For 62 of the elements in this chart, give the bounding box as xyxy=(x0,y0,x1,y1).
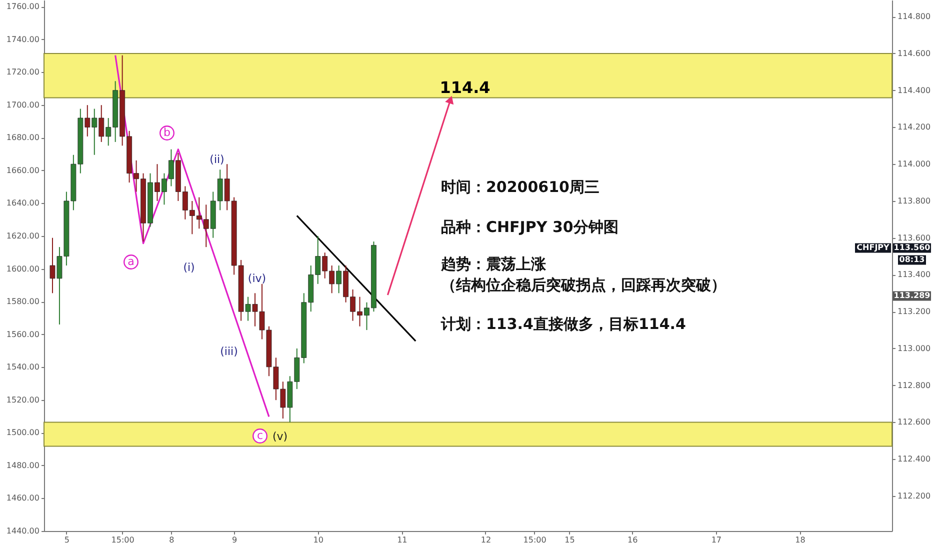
x-tick-label: 15 xyxy=(564,536,575,544)
y-tick-label: 113.400 xyxy=(898,270,931,280)
annotation: (iii) xyxy=(220,345,238,358)
y-tick-label: 112.600 xyxy=(898,418,931,427)
text: 08:13 xyxy=(899,255,925,264)
y-tick-label: 112.400 xyxy=(898,454,931,464)
x-tick-label: 18 xyxy=(795,536,806,544)
x-tick-label: 10 xyxy=(313,536,324,544)
y-tick-label: 113.800 xyxy=(898,196,931,206)
annotation: a xyxy=(128,255,134,268)
y2-tick-label: 1680.00 xyxy=(6,133,40,142)
annotation: c xyxy=(256,429,264,442)
annotation: (iv) xyxy=(248,272,266,285)
y2-tick-label: 1760.00 xyxy=(6,2,40,12)
x-tick-label: 16 xyxy=(628,536,638,544)
y-tick-label: 114.200 xyxy=(898,122,931,132)
text: 113.560 xyxy=(894,243,931,252)
y2-tick-label: 1740.00 xyxy=(6,34,40,44)
annotation: （结构位企稳后突破拐点，回踩再次突破） xyxy=(441,276,726,294)
line-series xyxy=(114,54,270,418)
y2-tick-label: 1440.00 xyxy=(6,526,40,536)
y2-tick-label: 1480.00 xyxy=(6,460,40,470)
y2-tick-label: 1540.00 xyxy=(6,362,40,372)
annotation: 计划：113.4直接做多，目标114.4 xyxy=(440,315,686,333)
annotation: (v) xyxy=(272,430,288,443)
y2-tick-label: 1640.00 xyxy=(6,198,40,208)
text: 113.289 xyxy=(894,291,931,300)
annotation: (i) xyxy=(183,261,195,274)
annotation: (ii) xyxy=(210,153,224,166)
y2-tick-label: 1560.00 xyxy=(6,330,40,339)
y2-tick-label: 1600.00 xyxy=(6,264,40,274)
annotation: 时间：20200610周三 xyxy=(441,178,600,196)
y-tick-label: 112.200 xyxy=(898,491,931,500)
annotation: 趋势：震荡上涨 xyxy=(440,255,547,273)
y-tick-label: 114.000 xyxy=(898,160,931,169)
annotation: 品种：CHFJPY 30分钟图 xyxy=(441,218,618,236)
y-tick-label: 114.400 xyxy=(898,86,931,95)
y2-tick-label: 1660.00 xyxy=(6,166,40,175)
y2-tick-label: 1500.00 xyxy=(6,428,40,438)
x-tick-label: 15:00 xyxy=(111,536,134,544)
x-tick-label: 12 xyxy=(480,536,492,544)
y2-tick-label: 1580.00 xyxy=(6,297,40,306)
annotation: b xyxy=(164,126,171,139)
x-tick-label: 8 xyxy=(169,536,174,544)
x-tick-label: 15:00 xyxy=(523,536,546,544)
x-tick-label: 17 xyxy=(711,536,722,544)
x-tick-label: 11 xyxy=(397,536,408,544)
x-tick-label: 5 xyxy=(64,536,70,544)
y-tick-label: 113.600 xyxy=(898,233,931,242)
y2-tick-label: 1520.00 xyxy=(6,395,40,404)
annotation: CHFJPY xyxy=(856,243,890,252)
annotation: 114.4 xyxy=(440,78,490,97)
y-tick-label: 113.200 xyxy=(898,307,931,316)
y-tick-label: 114.600 xyxy=(898,48,931,58)
y2-tick-label: 1720.00 xyxy=(6,68,40,77)
y2-tick-label: 1460.00 xyxy=(6,494,40,503)
x-tick-label: 9 xyxy=(232,536,238,544)
y-tick-label: 112.800 xyxy=(898,380,931,390)
y-tick-label: 113.000 xyxy=(898,344,931,353)
y-tick-label: 114.800 xyxy=(898,12,931,22)
y2-tick-label: 1620.00 xyxy=(6,232,40,240)
y2-tick-label: 1700.00 xyxy=(6,100,40,110)
